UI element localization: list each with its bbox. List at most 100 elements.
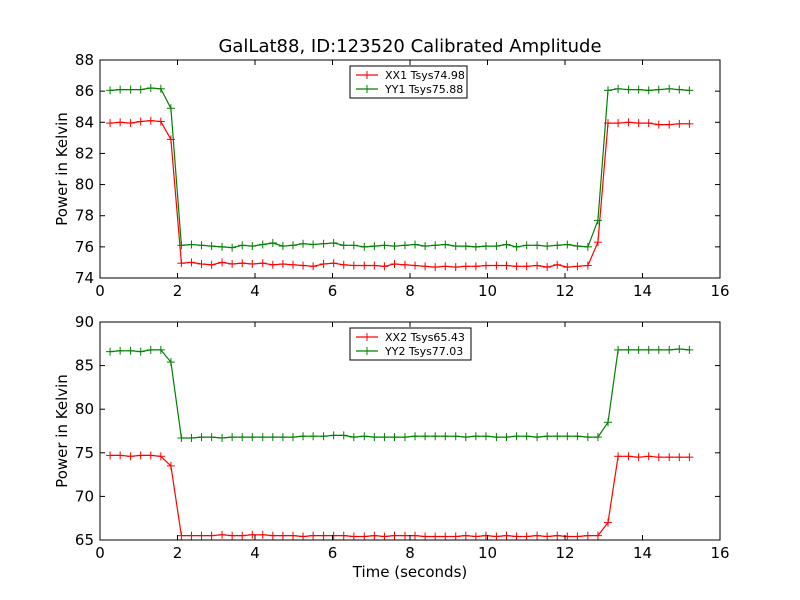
data-point [481, 261, 490, 270]
data-point [411, 261, 420, 270]
x-tick-label: 14 [633, 544, 652, 562]
data-point [533, 433, 542, 442]
data-point [533, 241, 542, 250]
legend-label: YY1 Tsys75.88 [384, 83, 463, 96]
data-point [207, 433, 216, 442]
data-point [421, 532, 430, 541]
series-line [110, 348, 690, 439]
data-point [411, 240, 420, 249]
data-point [604, 518, 613, 527]
data-point [461, 262, 470, 271]
data-point [481, 432, 490, 441]
data-point [563, 432, 572, 441]
data-point [370, 531, 379, 540]
data-point [614, 84, 623, 93]
data-point [228, 259, 237, 268]
data-point [634, 85, 643, 94]
data-point [258, 259, 267, 268]
data-point [390, 531, 399, 540]
data-point [573, 262, 582, 271]
data-point [349, 532, 358, 541]
data-point [400, 260, 409, 269]
data-point [360, 242, 369, 251]
legend-entry: XX2 Tsys65.43 [356, 331, 465, 344]
legend-box [349, 65, 468, 99]
data-point [360, 261, 369, 270]
data-point [370, 242, 379, 251]
data-point [339, 431, 348, 440]
legend-entry: YY2 Tsys77.03 [356, 345, 463, 358]
y-tick-label: 90 [75, 313, 94, 331]
data-point [238, 433, 247, 442]
legend-entry: YY1 Tsys75.88 [356, 83, 463, 96]
data-point [339, 260, 348, 269]
data-point [543, 242, 552, 251]
data-point [563, 263, 572, 272]
data-point [228, 531, 237, 540]
data-point [106, 347, 115, 356]
data-point [573, 532, 582, 541]
data-point [126, 346, 135, 355]
data-point [166, 461, 175, 470]
data-point [441, 262, 450, 271]
x-tick-label: 10 [478, 282, 497, 300]
data-point [593, 238, 602, 247]
x-tick-label: 12 [555, 544, 574, 562]
data-point [604, 86, 613, 95]
data-point [431, 241, 440, 250]
data-point [644, 452, 653, 461]
data-point [360, 432, 369, 441]
y-tick-label: 82 [75, 144, 94, 162]
data-point [268, 260, 277, 269]
data-point [441, 240, 450, 249]
data-point [349, 433, 358, 442]
data-point [146, 345, 155, 354]
data-point [421, 242, 430, 251]
data-point [471, 532, 480, 541]
x-tick-label: 6 [328, 282, 338, 300]
data-point [471, 262, 480, 271]
data-point [218, 530, 227, 539]
y-tick-label: 85 [75, 357, 94, 375]
data-point [349, 241, 358, 250]
data-point [533, 531, 542, 540]
data-point [553, 531, 562, 540]
series-line [110, 454, 690, 538]
y-tick-label: 80 [75, 400, 94, 418]
data-point [685, 119, 694, 128]
data-point [634, 453, 643, 462]
data-point [146, 451, 155, 460]
data-point [573, 242, 582, 251]
data-point [288, 433, 297, 442]
data-point [299, 432, 308, 441]
data-point [156, 117, 165, 126]
data-point [533, 261, 542, 270]
data-point [116, 346, 125, 355]
data-point [522, 262, 531, 271]
data-point [665, 120, 674, 129]
series-line [110, 120, 690, 268]
y-tick-label: 86 [75, 82, 94, 100]
data-point [593, 531, 602, 540]
data-point [471, 432, 480, 441]
figure-title: GalLat88, ID:123520 Calibrated Amplitude [218, 36, 601, 57]
y-tick-label: 74 [75, 269, 94, 287]
data-point [156, 345, 165, 354]
data-point [665, 345, 674, 354]
data-point [248, 433, 257, 442]
data-point [573, 432, 582, 441]
data-point [492, 532, 501, 541]
data-point [197, 433, 206, 442]
data-point [543, 432, 552, 441]
data-point [329, 238, 338, 247]
data-point [502, 261, 511, 270]
y-tick-label: 84 [75, 113, 94, 131]
data-point [390, 433, 399, 442]
legend-label: YY2 Tsys77.03 [384, 345, 463, 358]
data-point [258, 433, 267, 442]
data-point [441, 532, 450, 541]
data-point [624, 452, 633, 461]
bottom-chart: 0 2 4 6 8 10 12 14 16 65 70 75 80 85 90 Power in Kelvin… [53, 313, 730, 581]
data-point [421, 432, 430, 441]
